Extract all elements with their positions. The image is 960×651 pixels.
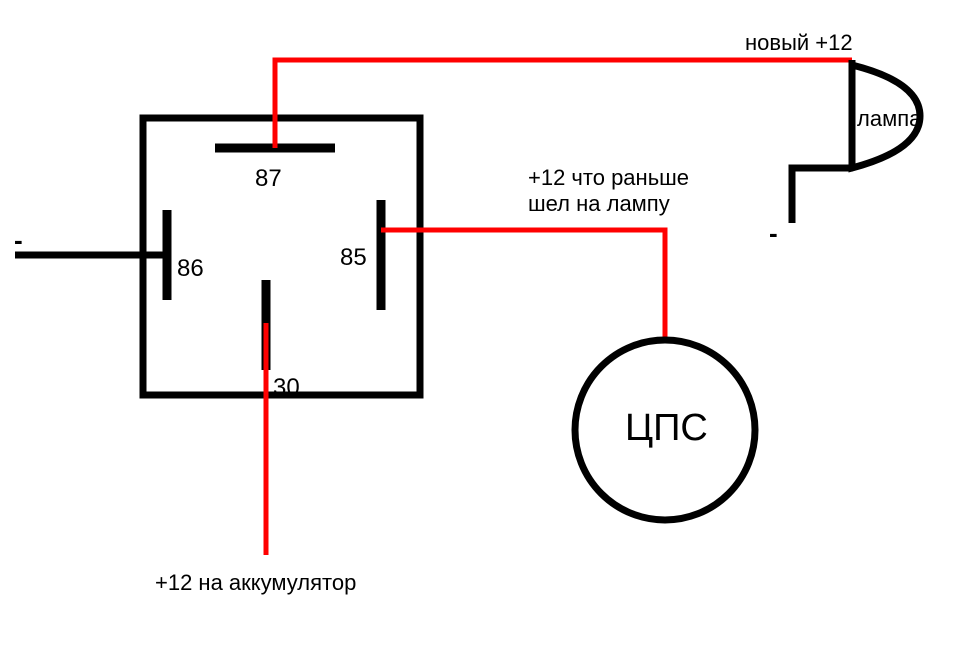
wire-85-to-cps xyxy=(381,230,665,340)
label-t85: 85 xyxy=(340,244,367,272)
label-novy12: новый +12 xyxy=(745,30,853,56)
wire-87-to-lamp xyxy=(275,60,852,148)
label-battery: +12 на аккумулятор xyxy=(155,570,356,596)
label-t86: 86 xyxy=(177,255,204,283)
label-minus-right: - xyxy=(769,218,778,249)
label-cps: ЦПС xyxy=(625,407,708,450)
wiring-diagram xyxy=(0,0,960,651)
wire-lamp-to-minus xyxy=(792,168,853,223)
label-lamp: лампа xyxy=(857,106,921,132)
label-t30: 30 xyxy=(273,374,300,402)
label-minus-left: - xyxy=(14,225,23,256)
label-plus12-ranee: +12 что раньше шел на лампу xyxy=(528,165,689,218)
label-t87: 87 xyxy=(255,165,282,193)
